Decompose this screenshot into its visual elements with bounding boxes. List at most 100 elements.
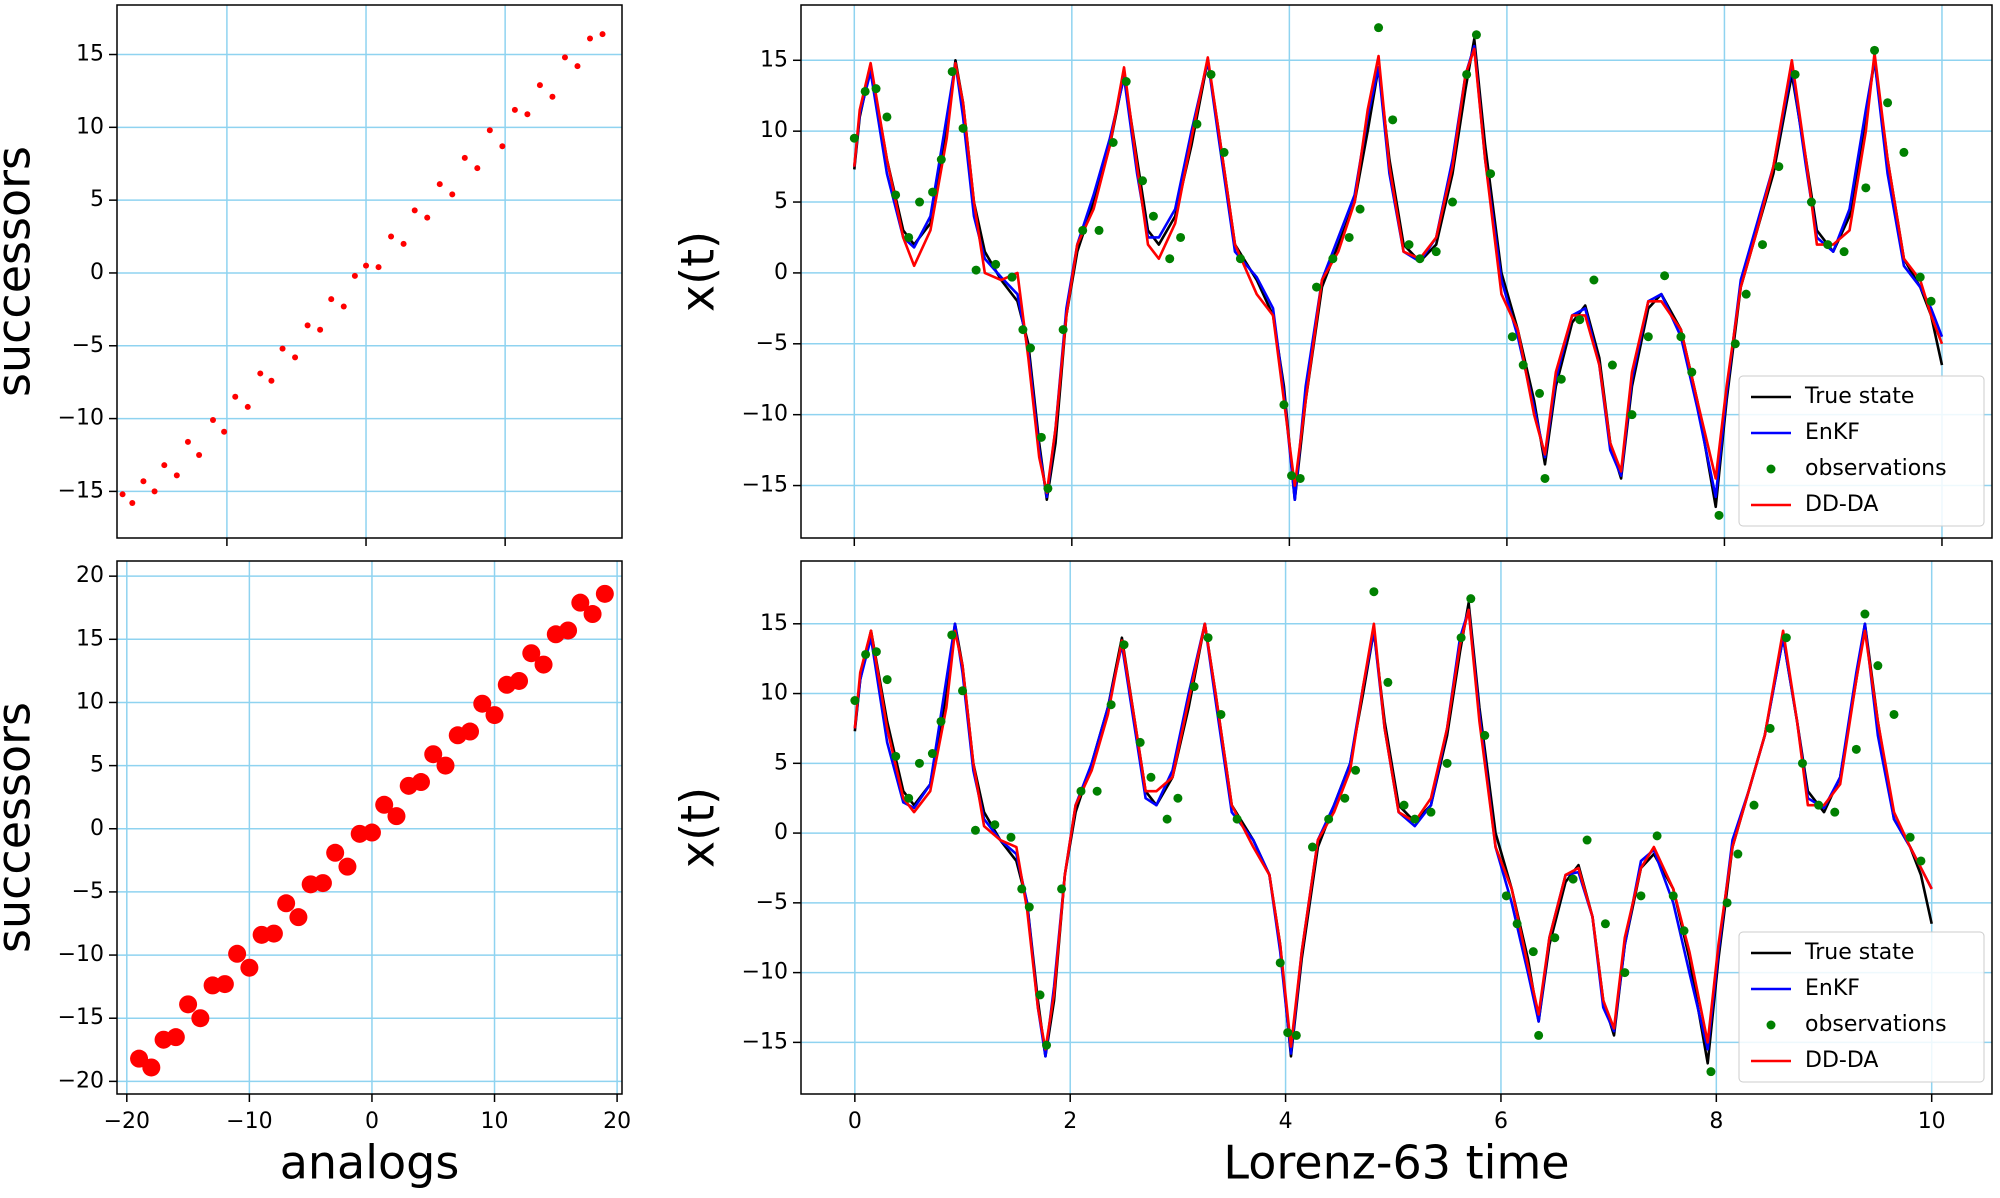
observation-point	[1404, 240, 1414, 250]
observation-point	[928, 187, 938, 197]
observation-point	[1189, 682, 1199, 692]
observation-point	[1851, 744, 1861, 754]
y-tick-label: −5	[756, 890, 788, 915]
y-tick-label: 15	[760, 47, 788, 72]
y-tick-label: −15	[58, 1005, 104, 1030]
observation-point	[1351, 765, 1361, 775]
observation-point	[1235, 254, 1245, 264]
scatter-point	[536, 82, 543, 89]
scatter-point	[328, 296, 335, 303]
scatter-point	[317, 326, 324, 333]
scatter-point	[595, 584, 614, 603]
series-line	[853, 47, 1944, 494]
scatter-point	[499, 143, 506, 150]
y-tick-label: 10	[76, 114, 104, 139]
observation-point	[1575, 315, 1585, 325]
observation-point	[849, 133, 859, 143]
x-tick-label: 10	[481, 1109, 509, 1134]
scatter-point	[179, 995, 198, 1014]
observation-point	[1232, 814, 1242, 824]
observation-point	[1119, 640, 1129, 650]
observation-point	[1324, 814, 1334, 824]
scatter-point	[534, 655, 553, 674]
legend-label: EnKF	[1805, 420, 1860, 445]
observation-point	[850, 696, 860, 706]
observation-point	[1518, 360, 1528, 370]
observation-point	[1383, 677, 1393, 687]
observation-point	[1146, 772, 1156, 782]
observation-point	[1535, 388, 1545, 398]
y-tick-label: −10	[742, 402, 788, 427]
observation-point	[1839, 247, 1849, 257]
scatter-point	[304, 322, 311, 329]
scatter-point	[363, 262, 370, 269]
observation-point	[1889, 709, 1899, 719]
observation-point	[904, 793, 914, 803]
scatter-point	[257, 370, 264, 377]
observation-point	[1471, 30, 1481, 40]
scatter-point	[522, 644, 541, 663]
observation-point	[1121, 77, 1131, 87]
scatter-point	[424, 745, 443, 764]
scatter-point	[277, 894, 296, 913]
observation-point	[1589, 275, 1599, 285]
y-tick-label: −20	[58, 1068, 104, 1093]
observation-point	[970, 825, 980, 835]
y-axis-label: successors	[0, 146, 41, 397]
scatter-point	[268, 377, 275, 384]
observation-point	[1426, 807, 1436, 817]
observation-point	[1203, 633, 1213, 643]
scatter-point	[387, 807, 406, 826]
x-axis-label: Lorenz-63 time	[1223, 1136, 1569, 1190]
y-axis-label: x(t)	[671, 231, 725, 312]
observation-point	[1374, 23, 1384, 33]
x-tick-label: 20	[603, 1109, 631, 1134]
plot-frame	[800, 560, 1993, 1095]
observation-point	[1480, 730, 1490, 740]
observation-point	[1340, 793, 1350, 803]
y-tick-label: 5	[774, 750, 788, 775]
observation-point	[1550, 933, 1560, 943]
y-tick-label: −10	[742, 960, 788, 985]
observation-point	[904, 232, 914, 242]
scatter-point	[151, 488, 158, 495]
observation-point	[1915, 272, 1925, 282]
observation-point	[927, 749, 937, 759]
scatter-point	[166, 1028, 185, 1047]
y-tick-label: −10	[58, 942, 104, 967]
observation-point	[971, 265, 981, 275]
observation-point	[1442, 758, 1452, 768]
scatter-point	[340, 303, 347, 310]
observation-point	[1036, 432, 1046, 442]
observation-point	[1291, 1030, 1301, 1040]
observation-point	[1006, 832, 1016, 842]
observation-point	[1643, 332, 1653, 342]
observation-point	[1741, 289, 1751, 299]
scatter-point	[388, 233, 395, 240]
observation-point	[1652, 831, 1662, 841]
x-tick-label: 0	[365, 1109, 379, 1134]
scatter-point	[574, 63, 581, 70]
scatter-point	[461, 154, 468, 161]
legend-label: True state	[1804, 384, 1914, 409]
observation-point	[1607, 360, 1617, 370]
observation-point	[1582, 835, 1592, 845]
observation-point	[1173, 793, 1183, 803]
observation-point	[1043, 483, 1053, 493]
observation-point	[1722, 898, 1732, 908]
observation-point	[1162, 814, 1172, 824]
observation-point	[1830, 807, 1840, 817]
y-tick-label: 10	[760, 681, 788, 706]
observation-point	[1283, 1028, 1293, 1038]
observation-point	[1883, 98, 1893, 108]
observation-point	[1790, 69, 1800, 79]
x-axis-label: analogs	[280, 1136, 460, 1190]
observation-point	[1025, 343, 1035, 353]
observation-point	[1024, 902, 1034, 912]
observation-point	[871, 647, 881, 657]
observation-point	[861, 649, 871, 659]
scatter-point	[191, 1009, 210, 1028]
scatter-point	[559, 621, 578, 640]
scatter-point	[583, 605, 602, 624]
